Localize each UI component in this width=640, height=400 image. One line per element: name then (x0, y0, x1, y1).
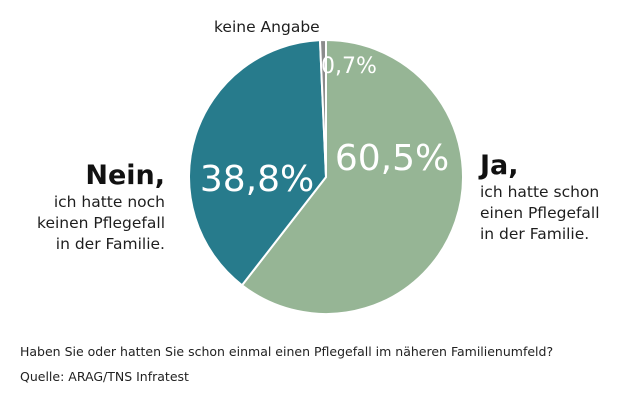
label-yes-line: in der Familie. (480, 225, 590, 243)
survey-question: Haben Sie oder hatten Sie schon einmal e… (20, 344, 554, 359)
label-yes-line: ich hatte schon (480, 183, 600, 201)
label-no-heading: Nein, (85, 160, 165, 191)
slice-value-label-no: 38,8% (200, 159, 314, 200)
slice-value-label-yes: 60,5% (335, 138, 449, 179)
label-yes-line: einen Pflegefall (480, 204, 600, 222)
pie-slice-yes (240, 38, 464, 315)
label-no-line: in der Familie. (55, 235, 165, 253)
label-no-answer: keine Angabe (214, 18, 320, 36)
label-no-line: keinen Pflegefall (37, 214, 165, 232)
slice-value-label-none: 0,7% (321, 54, 377, 79)
label-yes: Ja, ich hatte schon einen Pflegefall in … (480, 150, 600, 245)
label-no: Nein, ich hatte noch keinen Pflegefall i… (37, 160, 165, 255)
source-note: Quelle: ARAG/TNS Infratest (20, 369, 189, 384)
pie-slice-no (187, 39, 328, 287)
label-no-line: ich hatte noch (53, 193, 165, 211)
label-yes-heading: Ja, (480, 150, 519, 181)
pie-slice-none (318, 38, 327, 178)
